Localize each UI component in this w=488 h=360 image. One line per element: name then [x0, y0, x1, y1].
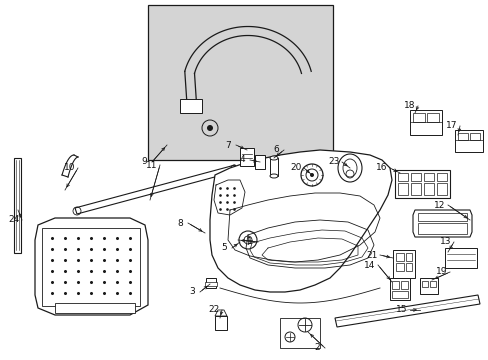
Polygon shape: [215, 310, 226, 316]
Bar: [409, 110, 441, 135]
Bar: [204, 282, 217, 286]
Bar: [436, 183, 446, 195]
Bar: [148, 5, 332, 160]
Text: 17: 17: [446, 122, 457, 130]
Text: 23: 23: [327, 158, 339, 166]
Ellipse shape: [269, 156, 278, 160]
Text: 5: 5: [221, 243, 226, 252]
Bar: [429, 281, 435, 287]
Text: 21: 21: [366, 251, 377, 260]
Bar: [419, 278, 437, 294]
Circle shape: [309, 173, 313, 177]
Text: 11: 11: [146, 161, 158, 170]
Bar: [280, 318, 319, 348]
Bar: [14, 158, 21, 253]
Bar: [391, 291, 407, 298]
Bar: [423, 183, 433, 195]
Bar: [417, 223, 466, 234]
Bar: [421, 281, 427, 287]
Text: 7: 7: [224, 140, 230, 149]
Bar: [444, 248, 476, 268]
Text: 19: 19: [435, 267, 447, 276]
Text: 14: 14: [364, 261, 375, 270]
Ellipse shape: [269, 174, 278, 178]
Bar: [457, 133, 467, 140]
Bar: [389, 278, 409, 300]
Bar: [400, 281, 407, 289]
Bar: [392, 250, 414, 278]
Bar: [397, 173, 407, 181]
Bar: [423, 173, 433, 181]
Text: 20: 20: [290, 163, 301, 172]
Text: 12: 12: [433, 201, 445, 210]
Bar: [180, 99, 202, 113]
Text: 16: 16: [375, 163, 387, 172]
Polygon shape: [35, 218, 148, 315]
Bar: [254, 155, 264, 169]
Text: 8: 8: [177, 219, 183, 228]
Bar: [240, 148, 253, 166]
Bar: [410, 173, 420, 181]
Text: 15: 15: [395, 306, 407, 315]
Bar: [391, 281, 398, 289]
Bar: [417, 213, 466, 221]
Text: 22: 22: [208, 306, 219, 315]
Bar: [405, 253, 411, 261]
Bar: [412, 113, 424, 122]
Bar: [55, 303, 135, 313]
Text: 18: 18: [404, 102, 415, 111]
Bar: [454, 130, 482, 152]
Bar: [426, 113, 438, 122]
Text: 2: 2: [314, 343, 319, 352]
Bar: [395, 263, 403, 271]
Bar: [405, 263, 411, 271]
Bar: [42, 228, 140, 306]
Bar: [469, 133, 479, 140]
Circle shape: [206, 125, 213, 131]
Text: 24: 24: [8, 216, 20, 225]
Polygon shape: [209, 150, 391, 292]
Polygon shape: [75, 165, 237, 214]
Text: 6: 6: [273, 145, 278, 154]
Bar: [215, 316, 226, 330]
Bar: [395, 253, 403, 261]
Text: 3: 3: [189, 288, 195, 297]
Bar: [205, 278, 216, 288]
Bar: [436, 173, 446, 181]
Polygon shape: [412, 210, 471, 237]
Bar: [397, 183, 407, 195]
Bar: [269, 158, 278, 176]
Bar: [394, 170, 449, 198]
Text: 13: 13: [439, 238, 451, 247]
Bar: [410, 183, 420, 195]
Polygon shape: [334, 295, 479, 327]
Text: 9: 9: [141, 158, 146, 166]
Text: 10: 10: [64, 163, 76, 172]
Text: 1: 1: [246, 238, 252, 247]
Text: 4: 4: [239, 156, 244, 165]
